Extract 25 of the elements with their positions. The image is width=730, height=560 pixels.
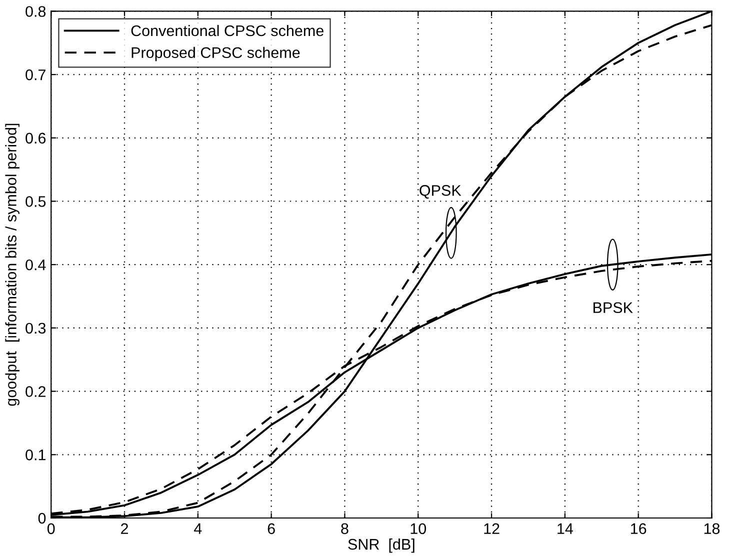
y-tick-label: 0.4	[26, 259, 46, 270]
x-tick-label: 16	[631, 523, 646, 534]
legend-label: Conventional CPSC scheme	[131, 24, 324, 36]
y-tick-label: 0.6	[26, 132, 46, 144]
y-tick-label: 0.7	[26, 69, 46, 80]
y-tick-label: 0.2	[26, 386, 46, 397]
x-tick-label: 12	[484, 523, 500, 534]
x-tick-label: 0	[47, 523, 55, 534]
y-tick-label: 0.1	[26, 450, 46, 460]
x-tick-label: 2	[121, 523, 128, 534]
y-axis-title: goodput [information bits / symbol period]	[5, 124, 20, 406]
annotation: QPSK	[420, 185, 462, 199]
x-tick-label: 6	[268, 523, 275, 534]
x-axis-title: SNR [dB]	[348, 538, 414, 553]
x-tick-label: 10	[410, 523, 426, 534]
y-tick-label: 0.8	[26, 6, 46, 17]
y-tick-label: 0.3	[26, 322, 46, 334]
x-tick-label: 18	[704, 523, 720, 534]
x-tick-label: 4	[194, 523, 202, 534]
x-tick-label: 8	[341, 523, 348, 534]
annotation: BPSK	[594, 302, 633, 314]
x-tick-label: 14	[558, 523, 573, 534]
y-tick-label: 0	[38, 512, 46, 524]
y-tick-label: 0.5	[26, 196, 46, 207]
legend-label: Proposed CPSC scheme	[132, 46, 300, 62]
